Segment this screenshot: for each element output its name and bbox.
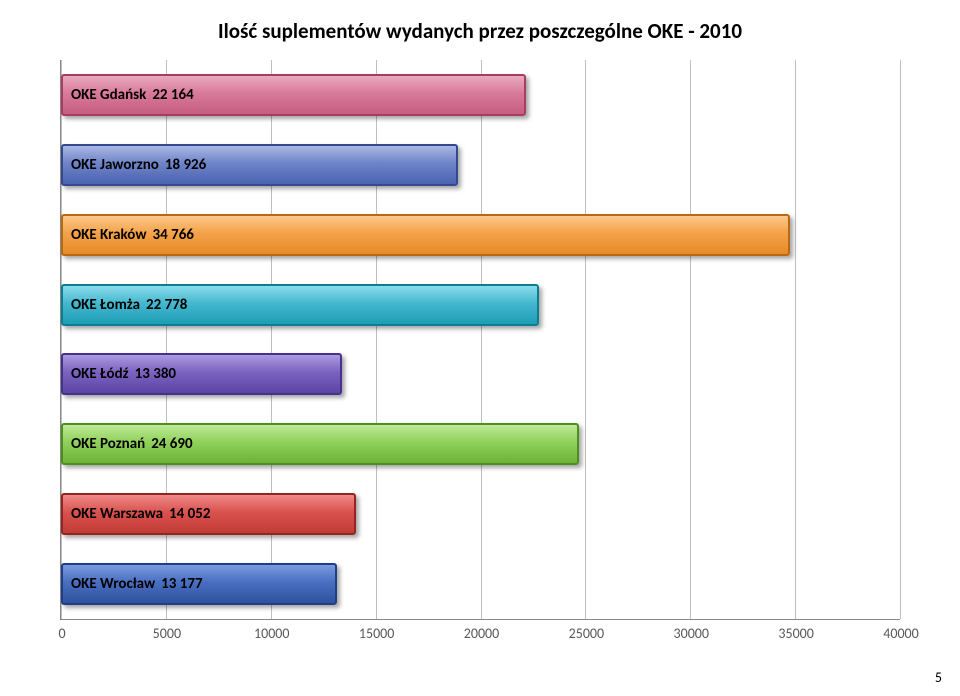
bar-label: OKE Kraków 34 766 xyxy=(71,226,194,244)
bar-slot: OKE Jaworzno 18 926 xyxy=(61,130,900,200)
x-tick-label: 35000 xyxy=(778,619,813,642)
x-tick-label: 15000 xyxy=(359,619,394,642)
bar-value: 13 177 xyxy=(161,575,202,593)
bar-value: 18 926 xyxy=(165,156,206,174)
bar-slot: OKE Warszawa 14 052 xyxy=(61,479,900,549)
bar-slot: OKE Łomża 22 778 xyxy=(61,270,900,340)
bar-name: OKE Warszawa xyxy=(71,505,163,523)
bar-value: 24 690 xyxy=(151,435,192,453)
bar-slot: OKE Gdańsk 22 164 xyxy=(61,60,900,130)
chart-bars: OKE Gdańsk 22 164 OKE Jaworzno 18 926 OKE Kr… xyxy=(61,60,900,619)
bar-slot: OKE Kraków 34 766 xyxy=(61,200,900,270)
x-tick-label: 20000 xyxy=(464,619,499,642)
bar-value: 22 778 xyxy=(146,296,187,314)
bar-label: OKE Gdańsk 22 164 xyxy=(71,86,194,104)
bar-label: OKE Łomża 22 778 xyxy=(71,296,187,314)
x-tick-label: 10000 xyxy=(254,619,289,642)
grid-line: 40000 xyxy=(900,60,901,619)
bar-slot: OKE Wrocław 13 177 xyxy=(61,549,900,619)
bar-label: OKE Łódź 13 380 xyxy=(71,365,176,383)
page-number: 5 xyxy=(935,669,942,686)
bar-value: 14 052 xyxy=(169,505,210,523)
x-tick-label: 5000 xyxy=(153,619,181,642)
bar-label: OKE Poznań 24 690 xyxy=(71,435,193,453)
x-tick-label: 0 xyxy=(58,619,65,642)
x-tick-label: 40000 xyxy=(883,619,918,642)
bar-name: OKE Łódź xyxy=(71,365,129,383)
bar-label: OKE Wrocław 13 177 xyxy=(71,575,203,593)
bar-value: 34 766 xyxy=(153,226,194,244)
x-tick-label: 30000 xyxy=(674,619,709,642)
chart-title: Ilość suplementów wydanych przez poszcze… xyxy=(0,18,960,44)
chart-plot-area: 0500010000150002000025000300003500040000… xyxy=(60,60,900,620)
bar-name: OKE Wrocław xyxy=(71,575,155,593)
x-tick-label: 25000 xyxy=(569,619,604,642)
bar-name: OKE Poznań xyxy=(71,435,145,453)
bar-value: 13 380 xyxy=(135,365,176,383)
bar-name: OKE Łomża xyxy=(71,296,140,314)
bar-slot: OKE Łódź 13 380 xyxy=(61,340,900,410)
bar-name: OKE Kraków xyxy=(71,226,147,244)
bar-label: OKE Jaworzno 18 926 xyxy=(71,156,206,174)
page: Ilość suplementów wydanych przez poszcze… xyxy=(0,0,960,696)
bar-slot: OKE Poznań 24 690 xyxy=(61,409,900,479)
bar-label: OKE Warszawa 14 052 xyxy=(71,505,210,523)
bar-name: OKE Jaworzno xyxy=(71,156,159,174)
bar-name: OKE Gdańsk xyxy=(71,86,146,104)
bar-value: 22 164 xyxy=(152,86,193,104)
